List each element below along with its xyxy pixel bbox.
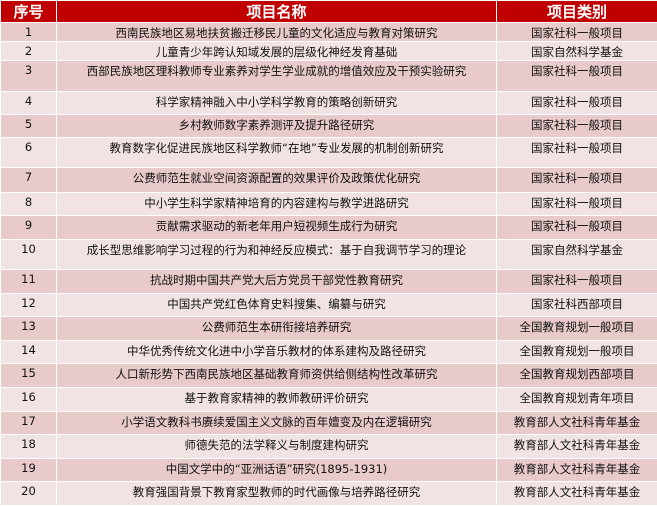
cell-index: 5 — [1, 115, 57, 138]
cell-name: 中华优秀传统文化进中小学音乐教材的体系建构及路径研究 — [57, 340, 497, 364]
cell-category: 国家社科一般项目 — [497, 193, 657, 216]
cell-category: 全国教育规划一般项目 — [497, 340, 657, 364]
cell-index: 4 — [1, 92, 57, 115]
cell-index: 18 — [1, 435, 57, 459]
cell-category: 教育部人文社科青年基金 — [497, 435, 657, 459]
cell-name: 西南民族地区易地扶贫搬迁移民儿童的文化适应与教育对策研究 — [57, 23, 497, 42]
table-header: 序号 项目名称 项目类别 — [1, 1, 657, 23]
cell-index: 1 — [1, 23, 57, 42]
cell-category: 全国教育规划青年项目 — [497, 387, 657, 411]
cell-category: 国家社科一般项目 — [497, 216, 657, 240]
cell-index: 16 — [1, 387, 57, 411]
cell-name: 公费师范生就业空间资源配置的效果评价及政策优化研究 — [57, 168, 497, 193]
cell-index: 13 — [1, 317, 57, 341]
cell-index: 3 — [1, 61, 57, 92]
cell-category: 国家社科一般项目 — [497, 61, 657, 92]
cell-category: 国家社科西部项目 — [497, 293, 657, 317]
cell-name: 儿童青少年跨认知域发展的层级化神经发育基础 — [57, 42, 497, 61]
cell-category: 国家社科一般项目 — [497, 138, 657, 168]
cell-name: 基于教育家精神的教师教研评价研究 — [57, 387, 497, 411]
cell-index: 12 — [1, 293, 57, 317]
cell-name: 公费师范生本研衔接培养研究 — [57, 317, 497, 341]
cell-name: 成长型思维影响学习过程的行为和神经反应模式：基于自我调节学习的理论 — [57, 240, 497, 270]
cell-name: 教育数字化促进民族地区科学教师“在地”专业发展的机制创新研究 — [57, 138, 497, 168]
cell-name: 中国共产党红色体育史料搜集、编纂与研究 — [57, 293, 497, 317]
cell-name: 抗战时期中国共产党大后方党员干部党性教育研究 — [57, 270, 497, 294]
cell-name: 科学家精神融入中小学科学教育的策略创新研究 — [57, 92, 497, 115]
cell-category: 全国教育规划一般项目 — [497, 317, 657, 341]
cell-index: 11 — [1, 270, 57, 294]
cell-index: 8 — [1, 193, 57, 216]
cell-name: 贡献需求驱动的新老年用户短视频生成行为研究 — [57, 216, 497, 240]
cell-index: 10 — [1, 240, 57, 270]
cell-index: 9 — [1, 216, 57, 240]
cell-name: 中小学生科学家精神培育的内容建构与教学进路研究 — [57, 193, 497, 216]
cell-index: 14 — [1, 340, 57, 364]
header-index: 序号 — [1, 1, 57, 23]
cell-name: 人口新形势下西南民族地区基础教育师资供给侧结构性改革研究 — [57, 364, 497, 388]
cell-index: 17 — [1, 411, 57, 435]
cell-category: 全国教育规划西部项目 — [497, 364, 657, 388]
cell-category: 国家自然科学基金 — [497, 42, 657, 61]
cell-index: 15 — [1, 364, 57, 388]
cell-category: 国家社科一般项目 — [497, 270, 657, 294]
cell-name: 西部民族地区理科教师专业素养对学生学业成就的增值效应及干预实验研究 — [57, 61, 497, 92]
cell-name: 小学语文教科书赓续爱国主义文脉的百年嬗变及内在逻辑研究 — [57, 411, 497, 435]
cell-name: 乡村教师数字素养测评及提升路径研究 — [57, 115, 497, 138]
cell-index: 7 — [1, 168, 57, 193]
cell-name: 中国文学中的“亚洲话语”研究(1895-1931) — [57, 458, 497, 482]
header-category: 项目类别 — [497, 1, 657, 23]
cell-category: 国家社科一般项目 — [497, 115, 657, 138]
cell-name: 师德失范的法学释义与制度建构研究 — [57, 435, 497, 459]
cell-category: 国家社科一般项目 — [497, 92, 657, 115]
cell-category: 教育部人文社科青年基金 — [497, 411, 657, 435]
cell-category: 国家自然科学基金 — [497, 240, 657, 270]
header-name: 项目名称 — [57, 1, 497, 23]
cell-category: 国家社科一般项目 — [497, 23, 657, 42]
cell-category: 国家社科一般项目 — [497, 168, 657, 193]
cell-index: 2 — [1, 42, 57, 61]
cell-category: 教育部人文社科青年基金 — [497, 458, 657, 482]
cell-index: 6 — [1, 138, 57, 168]
cell-index: 19 — [1, 458, 57, 482]
